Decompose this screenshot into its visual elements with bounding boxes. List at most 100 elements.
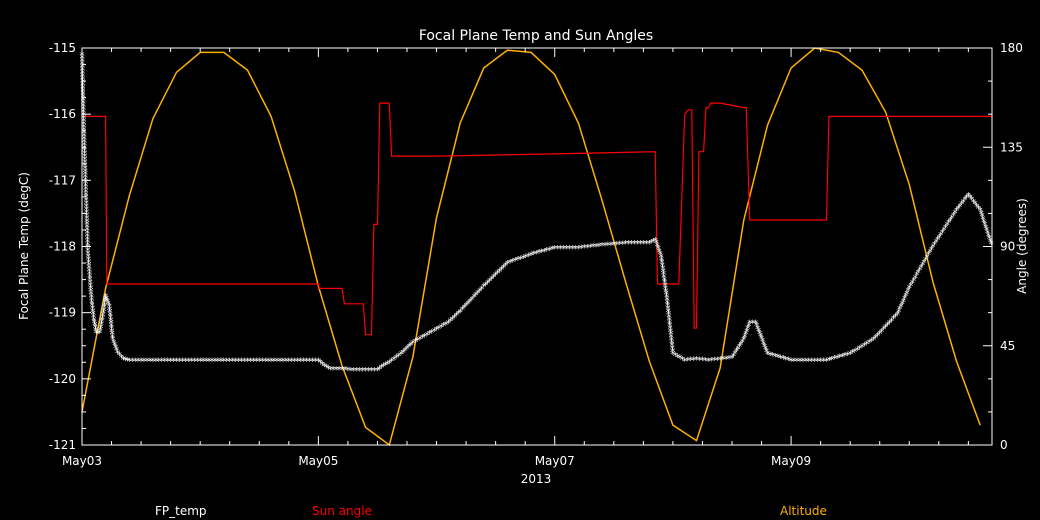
fp-temp-point: * — [85, 240, 90, 251]
fp-temp-point: * — [83, 179, 88, 190]
fp-temp-point: * — [837, 353, 842, 364]
fp-temp-point: * — [667, 321, 672, 332]
fp-temp-point: * — [764, 347, 769, 358]
series-fp-temp: * * * * * * * * * * * * * * * * * * * * * * * * * * * * * * * * * * * * * * * *… — [80, 51, 994, 378]
fp-temp-point: * — [667, 318, 672, 329]
fp-temp-point: * — [109, 319, 114, 330]
fp-temp-point: * — [263, 356, 268, 367]
fp-temp-point: * — [81, 98, 86, 109]
fp-temp-point: * — [101, 309, 106, 320]
fp-temp-point: * — [145, 356, 150, 367]
fp-temp-point: * — [852, 347, 857, 358]
fp-temp-point: * — [919, 263, 924, 274]
fp-temp-point: * — [84, 202, 89, 213]
fp-temp-point: * — [119, 353, 124, 364]
fp-temp-point: * — [472, 293, 477, 304]
fp-temp-point: * — [733, 349, 738, 360]
fp-temp-point: * — [92, 318, 97, 329]
fp-temp-point: * — [900, 299, 905, 310]
fp-temp-point: * — [97, 329, 102, 340]
fp-temp-point: * — [326, 364, 331, 375]
legend-fp-temp: FP_temp — [155, 504, 207, 518]
fp-temp-point: * — [379, 363, 384, 374]
fp-temp-point: * — [680, 355, 685, 366]
fp-temp-point: * — [88, 278, 93, 289]
fp-temp-point: * — [81, 107, 86, 118]
fp-temp-point: * — [946, 218, 951, 229]
fp-temp-point: * — [658, 250, 663, 261]
fp-temp-point: * — [399, 350, 404, 361]
fp-temp-point: * — [981, 217, 986, 228]
plot-area: * * * * * * * * * * * * * * * * * * * * * * * * * * * * * * * * * * * * * * * *… — [49, 41, 1023, 468]
fp-temp-point: * — [815, 356, 820, 367]
fp-temp-point: * — [82, 128, 87, 139]
fp-temp-point: * — [755, 324, 760, 335]
fp-temp-point: * — [405, 344, 410, 355]
fp-temp-point: * — [910, 278, 915, 289]
fp-temp-point: * — [555, 244, 560, 255]
fp-temp-point: * — [891, 314, 896, 325]
fp-temp-point: * — [186, 356, 191, 367]
fp-temp-point: * — [233, 356, 238, 367]
fp-temp-point: * — [444, 320, 449, 331]
fp-temp-point: * — [617, 240, 622, 251]
fp-temp-point: * — [458, 307, 463, 318]
fp-temp-point: * — [485, 278, 490, 289]
fp-temp-point: * — [661, 270, 666, 281]
fp-temp-point: * — [260, 356, 265, 367]
fp-temp-point: * — [83, 184, 88, 195]
y-right-tick-label: 45 — [1000, 339, 1015, 353]
fp-temp-point: * — [824, 356, 829, 367]
fp-temp-point: * — [102, 303, 107, 314]
fp-temp-point: * — [753, 319, 758, 330]
fp-temp-point: * — [765, 350, 770, 361]
fp-temp-point: * — [513, 256, 518, 267]
fp-temp-point: * — [86, 261, 91, 272]
fp-temp-point: * — [754, 321, 759, 332]
fp-temp-point: * — [82, 143, 87, 154]
fp-temp-point: * — [503, 261, 508, 272]
fp-temp-point: * — [85, 243, 90, 254]
fp-temp-point: * — [673, 351, 678, 362]
fp-temp-point: * — [620, 239, 625, 250]
fp-temp-point: * — [93, 326, 98, 337]
fp-temp-point: * — [508, 258, 513, 269]
fp-temp-point: * — [87, 275, 92, 286]
fp-temp-point: * — [345, 366, 350, 377]
fp-temp-point: * — [85, 226, 90, 237]
fp-temp-point: * — [372, 366, 377, 377]
fp-temp-point: * — [663, 281, 668, 292]
fp-temp-point: * — [103, 295, 108, 306]
fp-temp-point: * — [731, 351, 736, 362]
fp-temp-point: * — [328, 365, 333, 376]
fp-temp-point: * — [331, 365, 336, 376]
fp-temp-point: * — [337, 365, 342, 376]
fp-temp-point: * — [895, 310, 900, 321]
fp-temp-point: * — [96, 329, 101, 340]
fp-temp-point: * — [887, 318, 892, 329]
fp-temp-point: * — [911, 276, 916, 287]
fp-temp-point: * — [906, 286, 911, 297]
fp-temp-point: * — [162, 356, 167, 367]
fp-temp-point: * — [491, 273, 496, 284]
y-right-tick-label: 180 — [1000, 41, 1023, 55]
fp-temp-point: * — [588, 243, 593, 254]
fp-temp-point: * — [165, 356, 170, 367]
fp-temp-point: * — [547, 245, 552, 256]
fp-temp-point: * — [647, 239, 652, 250]
fp-temp-point: * — [608, 240, 613, 251]
fp-temp-point: * — [418, 335, 423, 346]
fp-temp-point: * — [127, 356, 132, 367]
fp-temp-point: * — [776, 353, 781, 364]
fp-temp-point: * — [761, 339, 766, 350]
fp-temp-point: * — [644, 239, 649, 250]
fp-temp-point: * — [666, 310, 671, 321]
fp-temp-point: * — [935, 235, 940, 246]
fp-temp-point: * — [174, 356, 179, 367]
fp-temp-point: * — [242, 356, 247, 367]
fp-temp-point: * — [89, 298, 94, 309]
fp-temp-point: * — [82, 155, 87, 166]
fp-temp-point: * — [896, 307, 901, 318]
fp-temp-point: * — [112, 340, 117, 351]
fp-temp-point: * — [84, 214, 89, 225]
